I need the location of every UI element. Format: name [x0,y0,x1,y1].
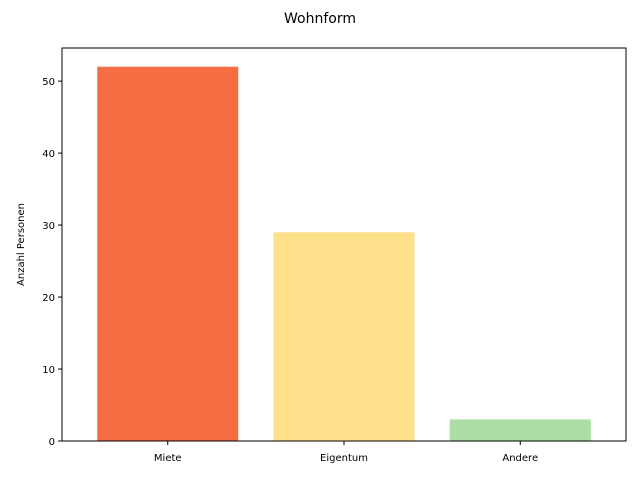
y-axis: 0 10 20 30 40 50 [42,77,62,448]
x-tick-label: Andere [502,453,538,464]
bar-miete [97,66,239,441]
bar-group [97,66,591,441]
y-tick-label: 30 [42,221,55,232]
bar-andere [449,419,591,441]
y-tick-label: 40 [42,149,55,160]
bar-eigentum [273,232,415,441]
chart-title: Wohnform [284,11,356,27]
y-axis-label: Anzahl Personen [16,203,27,286]
x-axis: Miete Eigentum Andere [154,441,538,464]
y-tick-label: 0 [49,437,55,448]
y-tick-label: 50 [42,77,55,88]
x-tick-label: Eigentum [320,453,368,464]
x-tick-label: Miete [154,453,182,464]
y-tick-label: 10 [42,365,55,376]
y-tick-label: 20 [42,293,55,304]
